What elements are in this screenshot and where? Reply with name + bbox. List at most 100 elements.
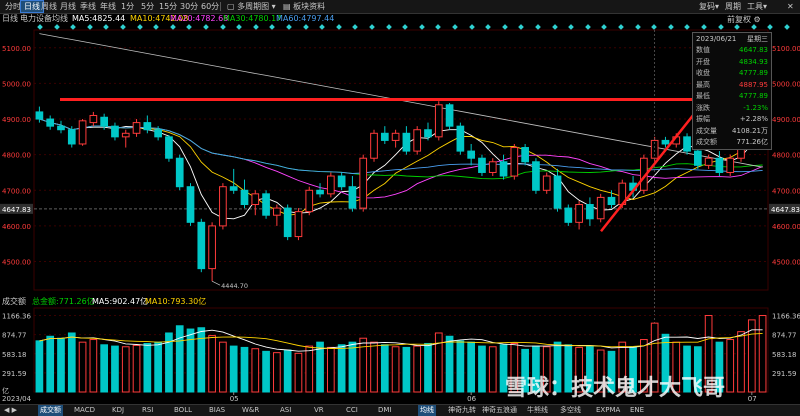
candle-body — [553, 175, 562, 209]
last-price-tag-right — [769, 203, 800, 214]
info-label: 数值 — [696, 46, 710, 54]
info-row: 最高 4887.95 — [696, 80, 768, 90]
indicator-tab-16[interactable]: EXPMA — [596, 406, 621, 414]
price-axis-label-left: 4600.00 — [2, 223, 31, 231]
indicator-tab-15[interactable]: 多空线 — [560, 406, 581, 414]
indicator-tab-12[interactable]: 神奇九转 — [448, 406, 476, 414]
volume-bar — [326, 346, 335, 393]
toolbar-right-0[interactable]: 复码▾ — [699, 2, 720, 11]
ma5-line — [39, 118, 763, 220]
volume-bar — [154, 341, 162, 393]
info-row: 收盘 4777.89 — [696, 68, 768, 78]
indicator-tab-6[interactable]: W&R — [242, 406, 260, 414]
volume-total: 总金额:771.26亿 — [32, 297, 95, 306]
volume-ma5: MA5:902.47亿 — [92, 297, 149, 306]
volume-bar — [456, 340, 465, 393]
indicator-tab-1[interactable]: MACD — [74, 406, 95, 414]
volume-bar — [121, 346, 130, 393]
indicator-tab-4[interactable]: BOLL — [174, 406, 192, 414]
period-tab-2[interactable]: 周线 — [41, 2, 57, 11]
trend-arrow-line — [600, 105, 701, 233]
price-axis-label-right: 4900.00 — [772, 116, 800, 124]
indicator-tab-13[interactable]: 神奇五浪通 — [482, 406, 517, 414]
price-axis-label-right: 4600.00 — [772, 223, 800, 231]
indicator-name[interactable]: 均线 — [52, 14, 68, 23]
period-tab-7[interactable]: 5分 — [141, 2, 155, 11]
candle-body — [78, 120, 87, 145]
date-axis-label: 07 — [748, 395, 757, 403]
candle-body — [121, 132, 130, 138]
candle-body — [542, 175, 551, 191]
candle-body — [478, 157, 486, 173]
volume-axis-label-right: 1166.36 — [772, 313, 800, 321]
period-tab-6[interactable]: 1分 — [121, 2, 135, 11]
period-tab-8[interactable]: 15分 — [159, 2, 178, 11]
candle-body — [132, 122, 141, 134]
period-tab-10[interactable]: 60分 — [201, 2, 220, 11]
period-label: 日线 — [2, 14, 18, 23]
candle-body — [704, 157, 713, 166]
toolbar-right-2[interactable]: 工具▾ — [747, 2, 768, 11]
period-tab-4[interactable]: 季线 — [80, 2, 96, 11]
volume-bar — [553, 341, 562, 393]
candle-body — [208, 225, 216, 270]
toolbar-divider — [220, 2, 221, 11]
indicator-tab-14[interactable]: 牛熊线 — [527, 406, 548, 414]
main-chart-header: 日线 电力设备 均线 MA5:4825.44 MA10:4742.08 MA20… — [0, 13, 800, 24]
volume-bar — [316, 341, 324, 393]
volume-bar — [467, 341, 476, 393]
price-axis-label-left: 4800.00 — [2, 152, 31, 160]
volume-bar — [693, 346, 702, 393]
volume-bar — [640, 339, 648, 393]
volume-bar — [596, 349, 605, 393]
info-label: 收盘 — [696, 69, 710, 77]
info-weekday: 星期三 — [747, 35, 768, 43]
indicator-tab-5[interactable]: BIAS — [209, 406, 226, 414]
indicator-tab-11[interactable]: 均线 — [418, 405, 436, 416]
plate-info-button[interactable]: ▤ 板块资料 — [283, 2, 326, 11]
indicator-tab-17[interactable]: ENE — [630, 406, 645, 414]
period-tab-0[interactable]: 分时 — [5, 2, 21, 11]
close-icon[interactable]: ✕ — [787, 2, 794, 11]
candle-body — [46, 118, 55, 127]
volume-bar — [35, 340, 44, 393]
volume-bar — [348, 341, 357, 393]
candle-body — [424, 129, 432, 138]
volume-bar — [402, 346, 411, 393]
indicator-tab-9[interactable]: CCI — [346, 406, 358, 414]
volume-axis-label-right: 874.77 — [772, 332, 797, 340]
volume-bar — [715, 341, 724, 393]
tab-scroll-arrows-icon[interactable]: ◀ ▶ — [4, 406, 17, 414]
candle-body — [100, 116, 109, 127]
indicator-tab-0[interactable]: 成交额 — [38, 405, 63, 416]
low-pointer — [211, 280, 221, 286]
watermark-text: 雪球：技术鬼才大飞哥 — [505, 376, 726, 401]
volume-bar — [370, 341, 378, 393]
indicator-tab-3[interactable]: RSI — [142, 406, 154, 414]
candle-body — [57, 125, 65, 131]
stock-name[interactable]: 电力设备 — [20, 14, 52, 23]
toolbar-right-1[interactable]: 周期 — [725, 2, 741, 11]
indicator-tab-2[interactable]: KDJ — [112, 406, 125, 414]
multi-period-dropdown[interactable]: ▢ 多周期图 ▾ — [227, 2, 276, 11]
volume-bar — [273, 352, 281, 393]
volume-bar — [737, 331, 745, 393]
volume-bar — [359, 337, 368, 393]
indicator-tab-8[interactable]: VR — [314, 406, 324, 414]
period-tab-3[interactable]: 月线 — [60, 2, 76, 11]
volume-ma10: MA10:793.30亿 — [145, 297, 207, 306]
main-chart-frame — [33, 29, 769, 291]
indicator-tab-7[interactable]: ASI — [280, 406, 292, 414]
info-row: 开盘 4834.93 — [696, 57, 768, 67]
indicator-tab-10[interactable]: DMI — [378, 406, 392, 414]
volume-axis-label-left: 874.77 — [2, 332, 27, 340]
volume-bar — [100, 344, 109, 393]
candle-body — [532, 161, 540, 191]
volume-bar — [186, 328, 195, 393]
period-tab-9[interactable]: 30分 — [180, 2, 199, 11]
volume-bar — [521, 348, 529, 393]
period-tab-5[interactable]: 年线 — [100, 2, 116, 11]
ex-right-selector[interactable]: 前复权 ⚙ — [727, 15, 761, 24]
period-tab-1[interactable]: 日线 — [20, 0, 44, 13]
